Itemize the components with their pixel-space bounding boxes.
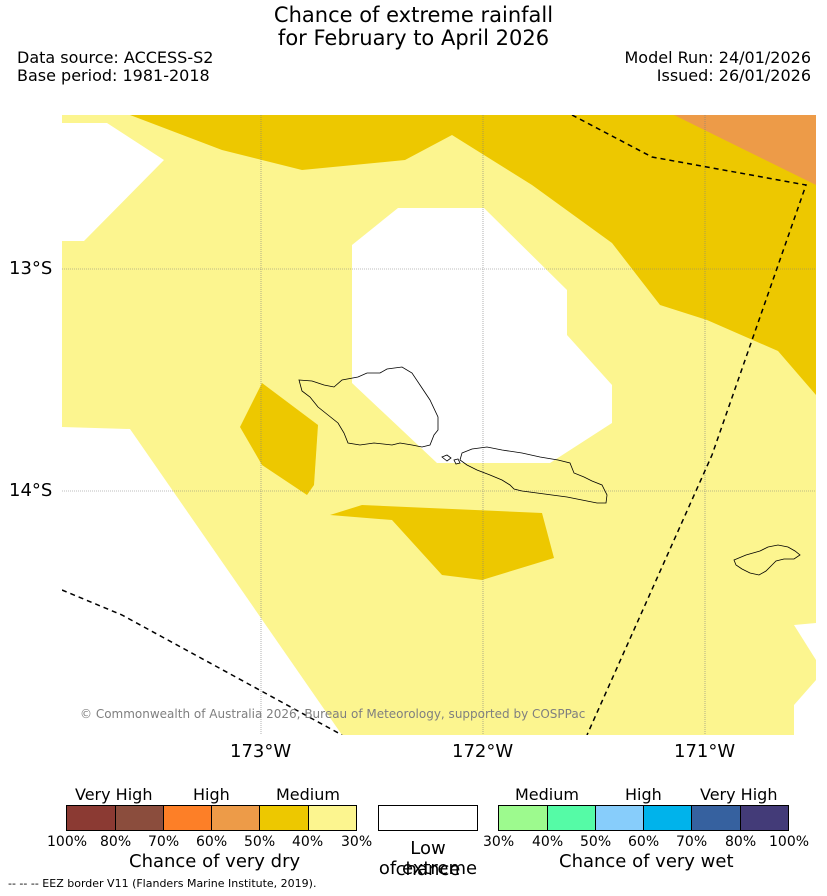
upolu-island-coastline [459,446,608,504]
dry-legend-medium-label: Medium [276,785,340,804]
wet-swatch-30-40 [498,805,548,831]
low-chance-caption-line2: of extreme [378,858,478,879]
data-source-label: Data source: ACCESS-S2 [17,48,214,67]
dry-swatch-40-50 [259,805,309,831]
graticule [62,115,816,735]
lon-label-172w: 172°W [452,741,514,762]
dry-tick-70: 70% [148,834,180,850]
low-chance-caption-line1: Low chance [395,838,461,880]
map-title-line1: Chance of extreme rainfall [273,3,554,27]
manono-islet-coastline [441,454,452,462]
wet-tick-60: 60% [628,834,660,850]
medium-dry-region-south [330,505,554,580]
apolima-islet-coastline [453,458,461,465]
eez-border [62,115,807,735]
wet-tick-40: 40% [532,834,564,850]
dry-tick-30: 30% [341,834,373,850]
eez-border-east [571,115,807,735]
low-chance-region-east [794,623,816,660]
high-dry-region-northeast [674,115,816,185]
wet-swatch-60-70 [643,805,692,831]
base-period-label: Base period: 1981-2018 [17,66,210,85]
wet-tick-100: 100% [769,834,810,850]
wet-swatch-80-100 [740,805,789,831]
low-chance-region-southeast [794,680,816,735]
dry-tick-40: 40% [292,834,324,850]
issued-label: Issued: 26/01/2026 [656,66,811,85]
dry-tick-60: 60% [196,834,228,850]
lon-label-171w: 171°W [674,741,736,762]
medium-dry-region-west [240,383,318,495]
dry-legend-high-label: High [193,785,230,804]
wet-tick-50: 50% [580,834,612,850]
dry-swatch-70-80 [115,805,164,831]
savaii-island-coastline [298,366,439,448]
wet-swatch-50-60 [595,805,644,831]
dry-tick-80: 80% [100,834,132,850]
dry-legend-caption: Chance of very dry [129,851,301,872]
dry-legend-very-high-label: Very High [75,785,153,804]
dry-swatch-50-60 [211,805,260,831]
wet-swatch-70-80 [691,805,741,831]
wet-legend-high-label: High [625,785,662,804]
dry-tick-50: 50% [244,834,276,850]
dry-swatch-60-70 [163,805,212,831]
dry-tick-100: 100% [47,834,88,850]
lat-label-14s: 14°S [9,480,53,501]
low-chance-region-southwest [62,427,342,735]
low-chance-region-central [352,208,612,463]
wet-legend-caption: Chance of very wet [559,851,734,872]
map-title-line2: for February to April 2026 [277,26,550,50]
wet-legend-medium-label: Medium [515,785,579,804]
wet-swatch-40-50 [547,805,596,831]
wet-tick-80: 80% [725,834,757,850]
wet-legend-very-high-label: Very High [700,785,778,804]
lat-label-13s: 13°S [9,258,53,279]
map-credit: © Commonwealth of Australia 2026, Bureau… [80,707,586,721]
eez-footnote: -- -- -- EEZ border V11 (Flanders Marine… [8,877,317,890]
low-chance-region-northwest [62,115,164,241]
tutuila-island-coastline [733,544,801,576]
wet-tick-30: 30% [483,834,515,850]
dry-swatch-80-100 [66,805,116,831]
medium-dry-region-north [130,115,816,395]
lon-label-173w: 173°W [230,741,292,762]
dry-swatch-30-40 [308,805,357,831]
rainfall-map [62,115,816,735]
model-run-label: Model Run: 24/01/2026 [624,48,812,67]
wet-tick-70: 70% [676,834,708,850]
low-chance-swatch [378,805,478,831]
eez-border-southwest [62,589,343,735]
coastlines [298,366,801,576]
